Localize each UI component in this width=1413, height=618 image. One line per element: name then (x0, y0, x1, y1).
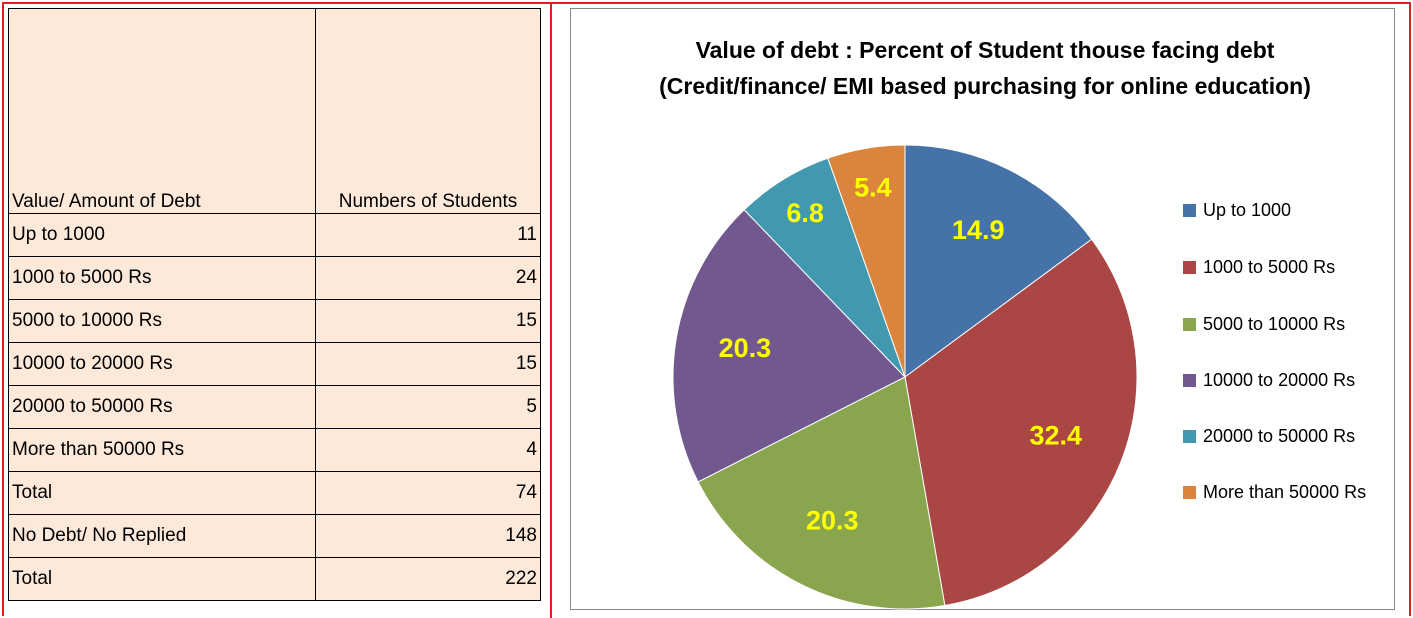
legend-item: 10000 to 20000 Rs (1183, 366, 1373, 394)
chart-area (570, 8, 1395, 610)
legend-swatch (1183, 261, 1196, 274)
table-row: 10000 to 20000 Rs 15 (8, 342, 541, 386)
table-cell: Total (8, 557, 316, 601)
table-cell: 24 (315, 256, 541, 300)
table-row: More than 50000 Rs 4 (8, 428, 541, 472)
table-cell: 11 (315, 213, 541, 257)
legend-swatch (1183, 430, 1196, 443)
data-label: 32.4 (1029, 421, 1082, 451)
table-cell: 4 (315, 428, 541, 472)
table-cell: 15 (315, 299, 541, 343)
legend-item: More than 50000 Rs (1183, 478, 1373, 506)
data-label: 20.3 (719, 333, 772, 363)
pie-slice (672, 209, 906, 483)
legend-item: Up to 1000 (1183, 196, 1373, 224)
table-cell: 20000 to 50000 Rs (8, 385, 316, 429)
legend-item: 5000 to 10000 Rs (1183, 310, 1373, 338)
table-cell: Total (8, 471, 316, 515)
table-cell: 1000 to 5000 Rs (8, 256, 316, 300)
legend-label: 10000 to 20000 Rs (1203, 370, 1356, 390)
table-row: Total 222 (8, 557, 541, 601)
legend-label: Up to 1000 (1203, 200, 1292, 220)
legend-item: 20000 to 50000 Rs (1183, 422, 1373, 450)
table-cell: No Debt/ No Replied (8, 514, 316, 558)
debt-table: Value/ Amount of Debt Numbers of Students… (8, 8, 541, 601)
legend-label: More than 50000 Rs (1203, 482, 1367, 502)
legend-swatch (1183, 374, 1196, 387)
pie-slice (904, 144, 1093, 378)
table-row: Up to 1000 11 (8, 213, 541, 257)
table-cell: 5000 to 10000 Rs (8, 299, 316, 343)
legend-item: 1000 to 5000 Rs (1183, 253, 1373, 281)
data-label: 20.3 (806, 505, 859, 535)
legend-swatch (1183, 204, 1196, 217)
table-cell: More than 50000 Rs (8, 428, 316, 472)
pie-slice (697, 376, 946, 610)
table-row: 1000 to 5000 Rs 24 (8, 256, 541, 300)
data-label: 14.9 (952, 215, 1005, 245)
table-cell: 222 (315, 557, 541, 601)
table-cell: Up to 1000 (8, 213, 316, 257)
separator (550, 2, 552, 618)
legend-swatch (1183, 318, 1196, 331)
table-row: 20000 to 50000 Rs 5 (8, 385, 541, 429)
table-row: 5000 to 10000 Rs 15 (8, 299, 541, 343)
legend-label: 1000 to 5000 Rs (1203, 257, 1336, 277)
table-cell: 10000 to 20000 Rs (8, 342, 316, 386)
legend-label: 5000 to 10000 Rs (1203, 314, 1346, 334)
pie-slice (827, 144, 906, 378)
pie-slice (904, 238, 1138, 607)
table-row: No Debt/ No Replied 148 (8, 514, 541, 558)
legend-swatch (1183, 486, 1196, 499)
table-row: Total 74 (8, 471, 541, 515)
table-cell: 74 (315, 471, 541, 515)
chart-title: Value of debt : Percent of Student thous… (659, 37, 1311, 99)
data-label: 6.8 (786, 198, 824, 228)
legend-label: 20000 to 50000 Rs (1203, 426, 1356, 446)
data-label: 5.4 (854, 173, 892, 203)
